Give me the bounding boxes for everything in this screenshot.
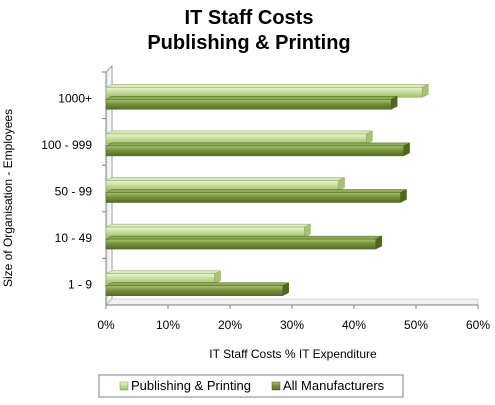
x-tick-label: 20%	[218, 318, 242, 332]
bar	[105, 235, 382, 250]
legend: Publishing & Printing All Manufacturers	[98, 374, 404, 398]
x-tick-labels: 0% 10% 20% 30% 40% 50% 60%	[97, 305, 490, 332]
x-tick-label: 30%	[280, 318, 304, 332]
bar	[105, 177, 345, 191]
bar	[105, 282, 289, 297]
bars-group	[105, 83, 429, 297]
legend-swatch-publishing	[119, 381, 129, 391]
bar-top-face	[105, 189, 407, 193]
plot-floor	[105, 298, 479, 306]
legend-box	[98, 374, 404, 398]
bar	[105, 130, 373, 145]
bar-front-face	[105, 180, 339, 191]
bar	[105, 83, 429, 98]
y-tick-label: 50 - 99	[55, 185, 93, 199]
bar-front-face	[105, 226, 305, 238]
bar-front-face	[105, 145, 404, 157]
bar-front-face	[105, 133, 367, 145]
bar-front-face	[105, 99, 392, 110]
bar-top-face	[105, 96, 398, 100]
chart-title: IT Staff Costs	[185, 7, 314, 29]
x-tick-label: 50%	[404, 318, 428, 332]
bar-top-face	[105, 177, 345, 181]
bar-front-face	[105, 87, 423, 98]
chart-subtitle: Publishing & Printing	[147, 32, 350, 54]
x-tick-label: 10%	[156, 318, 180, 332]
bar	[105, 270, 221, 285]
x-tick-label: 40%	[342, 318, 366, 332]
legend-label-publishing: Publishing & Printing	[131, 378, 251, 393]
bar	[105, 142, 410, 157]
x-tick-label: 0%	[97, 318, 115, 332]
bar-front-face	[105, 285, 283, 296]
bar-front-face	[105, 238, 376, 250]
y-tick-label: 100 - 999	[41, 138, 92, 152]
bar-top-face	[105, 282, 289, 286]
legend-label-all-manufacturers: All Manufacturers	[283, 378, 385, 393]
bar	[105, 95, 398, 110]
bar-top-face	[105, 223, 311, 228]
bar	[105, 223, 311, 238]
bar-top-face	[105, 142, 410, 147]
x-tick-label: 60%	[466, 318, 490, 332]
y-tick-label: 1 - 9	[68, 278, 92, 292]
x-axis-label: IT Staff Costs % IT Expenditure	[209, 347, 377, 361]
bar-top-face	[105, 84, 429, 88]
bar-top-face	[105, 235, 382, 240]
y-axis-label: Size of Organisation - Employees	[1, 109, 15, 287]
bar	[105, 189, 407, 203]
bar-top-face	[105, 130, 373, 135]
bar-front-face	[105, 192, 401, 203]
y-tick-labels: 1000+ 100 - 999 50 - 99 10 - 49 1 - 9	[41, 71, 106, 292]
bar-front-face	[105, 273, 215, 284]
legend-swatch-all-manufacturers	[271, 381, 281, 391]
y-tick-label: 10 - 49	[55, 231, 93, 245]
bar-top-face	[105, 270, 221, 274]
y-tick-label: 1000+	[58, 91, 92, 105]
